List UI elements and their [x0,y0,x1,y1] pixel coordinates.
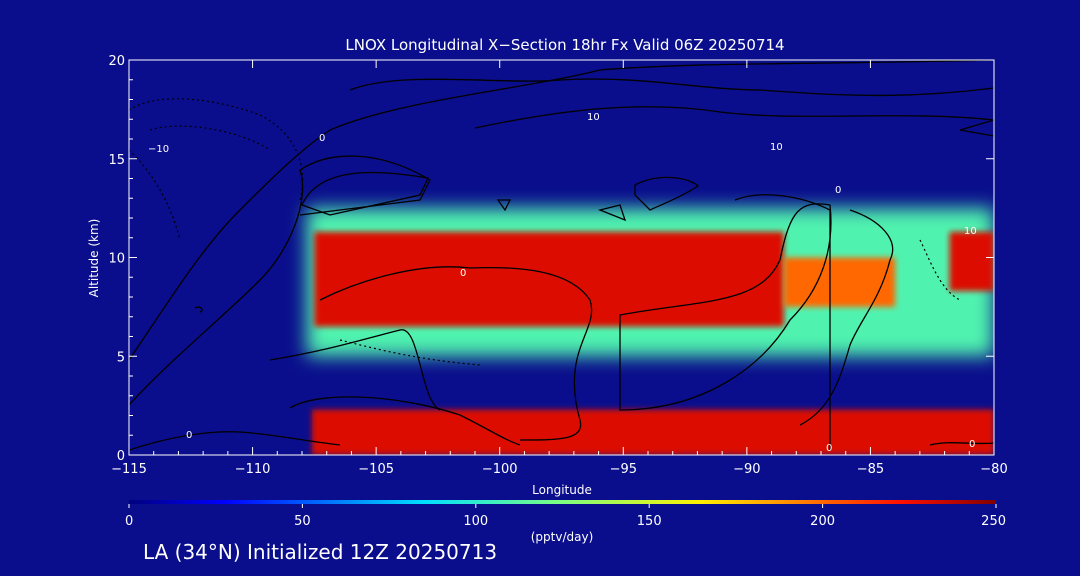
contour-label: 10 [770,142,783,153]
contour-line [149,125,271,151]
contour-line [734,194,831,450]
contour-line [319,266,593,441]
colorbar-tick-label: 50 [294,514,311,529]
contour-line [269,329,441,411]
field-region-upper-outflow-core-west [314,231,784,327]
initialization-caption: LA (34°N) Initialized 12Z 20250713 [143,540,498,564]
field-region-eastern-cell-core [949,231,994,292]
contour-line [619,203,832,411]
x-tick-label: −110 [235,462,271,477]
y-tick-label: 15 [108,153,125,168]
contour-line [129,155,431,406]
contour-line [129,98,304,201]
colorbar-tick-label: 100 [463,514,488,529]
x-tick-label: −85 [857,462,884,477]
contour-label: 0 [186,430,192,441]
contour-line [496,199,512,212]
x-tick-label: −80 [980,462,1007,477]
contour-labels: 0 0 0 0 0 −10 10 10 10 0 [148,112,977,454]
contour-label: 0 [969,439,975,450]
colorbar-tick-label: 250 [981,514,1006,529]
chart-title: LNOX Longitudinal X−Section 18hr Fx Vali… [345,36,784,54]
y-tick-label: 5 [117,350,125,365]
contour-lines [129,60,994,451]
y-axis-label: Altitude (km) [87,219,101,298]
contour-line [919,239,961,301]
colorbar-tick-label: 0 [125,514,133,529]
x-tick-label: −100 [482,462,518,477]
field-region-surface-layer [311,409,994,455]
colorbar-tick-label: 150 [637,514,662,529]
contour-line [929,442,994,446]
x-tick-label: −90 [733,462,760,477]
y-tick-label: 10 [108,252,125,267]
contour-label: 0 [460,268,466,279]
x-axis: −115 −110 −105 −100 −95 −90 −85 −80 [111,60,1008,477]
x-tick-label: −115 [111,462,147,477]
x-tick-label: −95 [610,462,637,477]
colorbar-label: (pptv/day) [531,530,594,544]
contour-label: 0 [826,443,832,454]
x-tick-label: −105 [358,462,394,477]
plot-area: 0 0 0 0 0 −10 10 10 10 0 [129,60,994,455]
contour-label: −10 [148,144,169,155]
y-tick-label: 20 [108,54,125,69]
contour-line [301,171,429,216]
contour-label: 10 [964,226,977,237]
contour-line [634,176,700,211]
contour-line [349,78,994,97]
contour-line [474,106,994,129]
colorbar: 0 50 100 150 200 250 (pptv/day) [125,500,1006,544]
contour-line [959,119,994,137]
x-axis-label: Longitude [532,483,592,497]
lnox-field [306,208,994,455]
contour-line [129,431,341,451]
contour-label: 0 [835,185,841,196]
contour-line [194,306,203,313]
colorbar-bar [129,500,996,504]
contour-label: 10 [587,112,600,123]
y-axis: 0 5 10 15 20 [108,54,994,464]
contour-line [289,396,521,446]
contour-line [799,209,894,426]
contour-line [129,60,994,361]
contour-line [597,204,627,222]
y-tick-label: 0 [117,449,125,464]
colorbar-ticks: 0 50 100 150 200 250 [125,504,1006,529]
field-region-upper-outflow-core-east [783,257,896,307]
colorbar-tick-label: 200 [810,514,835,529]
contour-label: 0 [319,133,325,144]
contour-line [129,149,181,241]
contour-lines-dotted [129,98,961,366]
